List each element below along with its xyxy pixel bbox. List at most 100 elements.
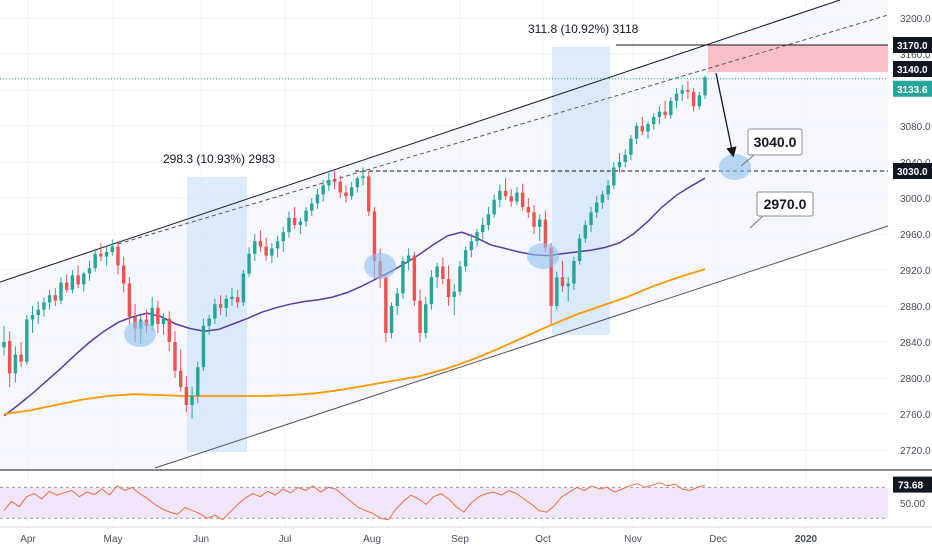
callout-2970-text: 2970.0 [764, 196, 807, 212]
candle-body [372, 211, 377, 261]
candle-body [401, 261, 405, 294]
candle-body [589, 212, 593, 225]
candle-body [156, 307, 160, 324]
candle-body [418, 300, 422, 333]
candle-body [349, 187, 354, 197]
candle-body [190, 396, 194, 405]
candle-body [184, 387, 189, 405]
candle-body [30, 315, 35, 320]
candle-body [412, 255, 417, 301]
candle-body [247, 253, 251, 274]
candle-body [70, 275, 75, 290]
candle-body [82, 273, 86, 285]
candle-body [213, 304, 217, 319]
candle-body [64, 282, 69, 290]
candle-body [617, 162, 622, 168]
price-tick-label: 2960.0 [900, 230, 931, 241]
price-tick-label: 3200.0 [900, 14, 931, 25]
candle-body [669, 100, 673, 116]
candle-body [691, 91, 696, 107]
candle-body [230, 297, 234, 299]
measure-label-2: 311.8 (10.92%) 3118 [528, 22, 639, 36]
candle-body [19, 354, 23, 362]
candle-body [2, 342, 6, 348]
candle-body [612, 167, 616, 186]
candle-body [224, 298, 228, 308]
candle-body [463, 250, 468, 267]
candle-body [173, 342, 177, 371]
x-tick-label: Dec [709, 534, 727, 545]
candle-body [47, 295, 52, 303]
candle-body [606, 185, 610, 195]
candle-body [657, 111, 662, 117]
callout-2970-box [756, 191, 814, 217]
candle-body [367, 176, 371, 212]
candle-body [13, 354, 18, 374]
candle-body [441, 266, 445, 279]
candle-body [623, 154, 627, 162]
candle-body [207, 318, 211, 326]
candle-body [703, 77, 707, 96]
candle-body [264, 246, 268, 256]
callout-3040-pointer [740, 154, 755, 167]
price-tick-label: 2800.0 [900, 374, 931, 385]
x-tick-label: Oct [535, 534, 551, 545]
highlight-circle [719, 154, 751, 180]
candle-body [481, 225, 485, 233]
badge-current-price-text: 3133.6 [897, 85, 928, 96]
candle-body [355, 178, 360, 188]
target-arrow [715, 72, 737, 158]
candle-body [526, 207, 531, 213]
candle-body [281, 232, 285, 242]
price-tick-label: 2880.0 [900, 302, 931, 313]
badge-3140-bg [893, 61, 932, 77]
candle-body [572, 261, 576, 284]
candle-body [87, 268, 92, 274]
candle-body [486, 214, 491, 225]
candle-body [600, 194, 605, 203]
badge-3030-bg [893, 163, 932, 179]
badge-3170-text: 3170.0 [897, 41, 928, 52]
candle-body [310, 203, 314, 211]
candle-body [555, 277, 559, 306]
channel-mid-dashed-line [117, 14, 889, 245]
rsi-line [3, 482, 706, 521]
rsi-value-badge-bg [893, 476, 932, 493]
highlight-circle [527, 243, 559, 269]
candle-body [235, 297, 240, 303]
candle-body [406, 255, 411, 261]
candle-body [258, 241, 263, 247]
candle-body [509, 196, 513, 202]
x-tick-label: Apr [20, 534, 36, 545]
candle-body [275, 241, 280, 249]
candle-body [674, 93, 679, 101]
candle-body [270, 248, 274, 256]
candle-body [634, 126, 639, 139]
candle-body [560, 277, 565, 287]
ma-slow-line [3, 268, 706, 415]
candle-body [538, 219, 542, 227]
candle-body [680, 90, 684, 94]
candle-body [566, 283, 570, 287]
rsi-tick-label: 50.00 [900, 499, 925, 510]
highlight-circle [364, 253, 396, 279]
x-tick-label: Aug [363, 534, 381, 545]
candle-body [121, 265, 126, 284]
candle-body [292, 217, 297, 225]
candle-body [201, 325, 206, 368]
candle-body [395, 293, 399, 306]
price-tick-label: 2720.0 [900, 446, 931, 457]
candle-body [298, 221, 303, 225]
badge-3030-text: 3030.0 [897, 167, 928, 178]
x-tick-label: Jul [279, 534, 292, 545]
candle-body [663, 111, 667, 116]
rsi-band-fill [0, 487, 888, 519]
candle-body [549, 247, 553, 306]
callout-2970-pointer [749, 215, 764, 229]
candle-body [93, 253, 97, 269]
candle-body [99, 253, 103, 257]
candle-body [304, 210, 308, 222]
x-tick-label: 2020 [795, 534, 818, 545]
x-tick-label: Nov [624, 534, 642, 545]
